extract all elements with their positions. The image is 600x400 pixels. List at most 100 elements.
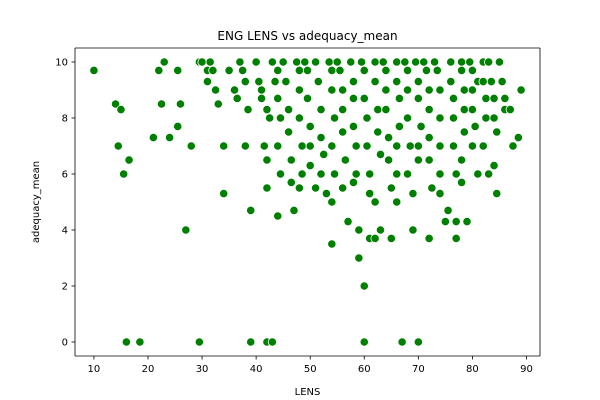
- data-point: [219, 141, 229, 151]
- data-point: [332, 57, 342, 67]
- data-point: [429, 57, 440, 67]
- data-point: [135, 337, 145, 347]
- data-point: [219, 189, 229, 199]
- data-point: [311, 183, 321, 193]
- data-point: [321, 189, 332, 199]
- data-point: [338, 85, 348, 95]
- data-point: [373, 105, 383, 115]
- x-tick-label: 60: [358, 364, 371, 375]
- data-point: [424, 133, 434, 143]
- data-point: [305, 141, 315, 151]
- y-tick-label: 0: [62, 338, 68, 349]
- data-point: [121, 337, 131, 347]
- y-tick-label: 4: [62, 226, 68, 237]
- data-point: [459, 85, 469, 95]
- y-tick-label: 10: [55, 58, 68, 69]
- data-point: [275, 113, 286, 123]
- data-point: [365, 169, 375, 179]
- data-point: [208, 65, 218, 76]
- data-point: [329, 113, 340, 123]
- data-point: [375, 225, 386, 235]
- data-point: [316, 133, 326, 143]
- data-point: [235, 57, 245, 67]
- points-layer: [89, 57, 526, 347]
- data-point: [448, 93, 459, 104]
- data-point: [305, 161, 315, 171]
- data-point: [424, 105, 434, 115]
- data-point: [456, 155, 467, 165]
- data-point: [262, 105, 272, 115]
- data-point: [486, 77, 496, 87]
- data-point: [243, 105, 253, 115]
- data-point: [240, 141, 250, 151]
- data-point: [273, 65, 283, 76]
- data-point: [348, 77, 359, 87]
- chart-title: ENG LENS vs adequacy_mean: [217, 29, 397, 43]
- data-point: [124, 155, 134, 165]
- data-point: [408, 225, 418, 235]
- data-point: [327, 141, 337, 151]
- data-point: [416, 121, 426, 132]
- data-point: [327, 85, 337, 95]
- data-point: [289, 205, 299, 215]
- data-point: [392, 197, 402, 207]
- data-point: [202, 77, 213, 87]
- data-point: [443, 205, 453, 215]
- x-tick-label: 40: [250, 364, 263, 375]
- axes-frame: [74, 47, 541, 357]
- data-point: [413, 93, 423, 104]
- data-point: [302, 65, 313, 76]
- data-point: [251, 57, 261, 67]
- data-point: [513, 133, 523, 143]
- data-point: [381, 65, 391, 76]
- data-point: [435, 189, 445, 199]
- data-point: [470, 121, 480, 132]
- data-point: [478, 77, 488, 87]
- data-point: [273, 211, 283, 221]
- data-point: [432, 65, 442, 76]
- data-point: [197, 57, 207, 67]
- data-point: [340, 155, 350, 165]
- data-point: [435, 85, 445, 95]
- data-point: [435, 113, 445, 123]
- data-point: [370, 197, 380, 207]
- y-tick-label: 8: [62, 114, 68, 125]
- x-tick-label: 30: [196, 364, 209, 375]
- data-point: [213, 99, 223, 109]
- data-point: [489, 113, 499, 123]
- data-point: [451, 169, 461, 179]
- data-point: [481, 113, 491, 123]
- y-ticks: 0 2 4 6 8 10: [55, 58, 75, 349]
- data-point: [348, 177, 359, 187]
- data-point: [446, 77, 456, 87]
- data-point: [500, 93, 510, 104]
- data-point: [424, 233, 434, 243]
- data-point: [267, 337, 277, 347]
- x-tick-label: 70: [412, 364, 425, 375]
- data-point: [232, 93, 242, 104]
- data-point: [467, 105, 478, 115]
- data-point: [351, 169, 361, 179]
- data-point: [286, 177, 296, 187]
- data-point: [424, 155, 434, 165]
- data-point: [397, 337, 407, 347]
- data-point: [459, 127, 469, 137]
- data-point: [210, 85, 221, 95]
- data-point: [440, 217, 450, 227]
- data-point: [462, 217, 472, 227]
- data-point: [370, 233, 380, 243]
- data-point: [411, 57, 421, 67]
- data-point: [386, 233, 396, 243]
- data-point: [113, 141, 123, 151]
- data-point: [116, 105, 126, 115]
- data-point: [413, 77, 423, 87]
- data-point: [119, 169, 129, 179]
- data-point: [327, 65, 337, 76]
- data-point: [329, 169, 340, 179]
- data-point: [375, 149, 386, 159]
- data-point: [392, 77, 402, 87]
- data-point: [451, 233, 461, 243]
- data-point: [465, 57, 475, 67]
- data-point: [484, 169, 494, 179]
- data-point: [505, 105, 515, 115]
